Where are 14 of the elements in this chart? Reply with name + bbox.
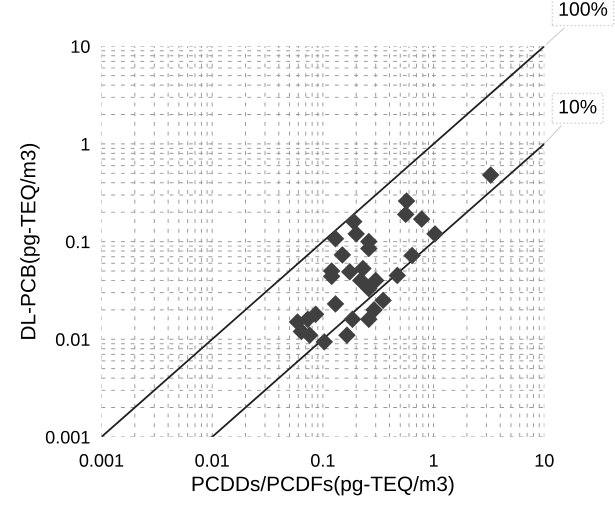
y-tick-label: 1 bbox=[82, 138, 90, 150]
y-tick-label: 0.001 bbox=[46, 430, 90, 444]
x-tick-label: 10 bbox=[536, 454, 554, 467]
x-axis-title: PCDDs/PCDFs(pg-TEQ/m3) bbox=[192, 476, 454, 496]
annotation: 10% bbox=[560, 100, 596, 114]
annotation: 100% bbox=[560, 2, 608, 16]
y-tick-label: 0.1 bbox=[66, 236, 90, 248]
y-tick-label: 0.01 bbox=[56, 333, 90, 346]
x-tick-label: 1 bbox=[430, 454, 438, 467]
y-axis-title: DL-PCB(pg-TEQ/m3) bbox=[20, 144, 40, 339]
x-tick-label: 0.1 bbox=[311, 454, 335, 467]
y-tick-label: 10 bbox=[72, 40, 90, 53]
x-tick-label: 0.001 bbox=[80, 454, 124, 467]
x-tick-label: 0.01 bbox=[195, 454, 229, 467]
